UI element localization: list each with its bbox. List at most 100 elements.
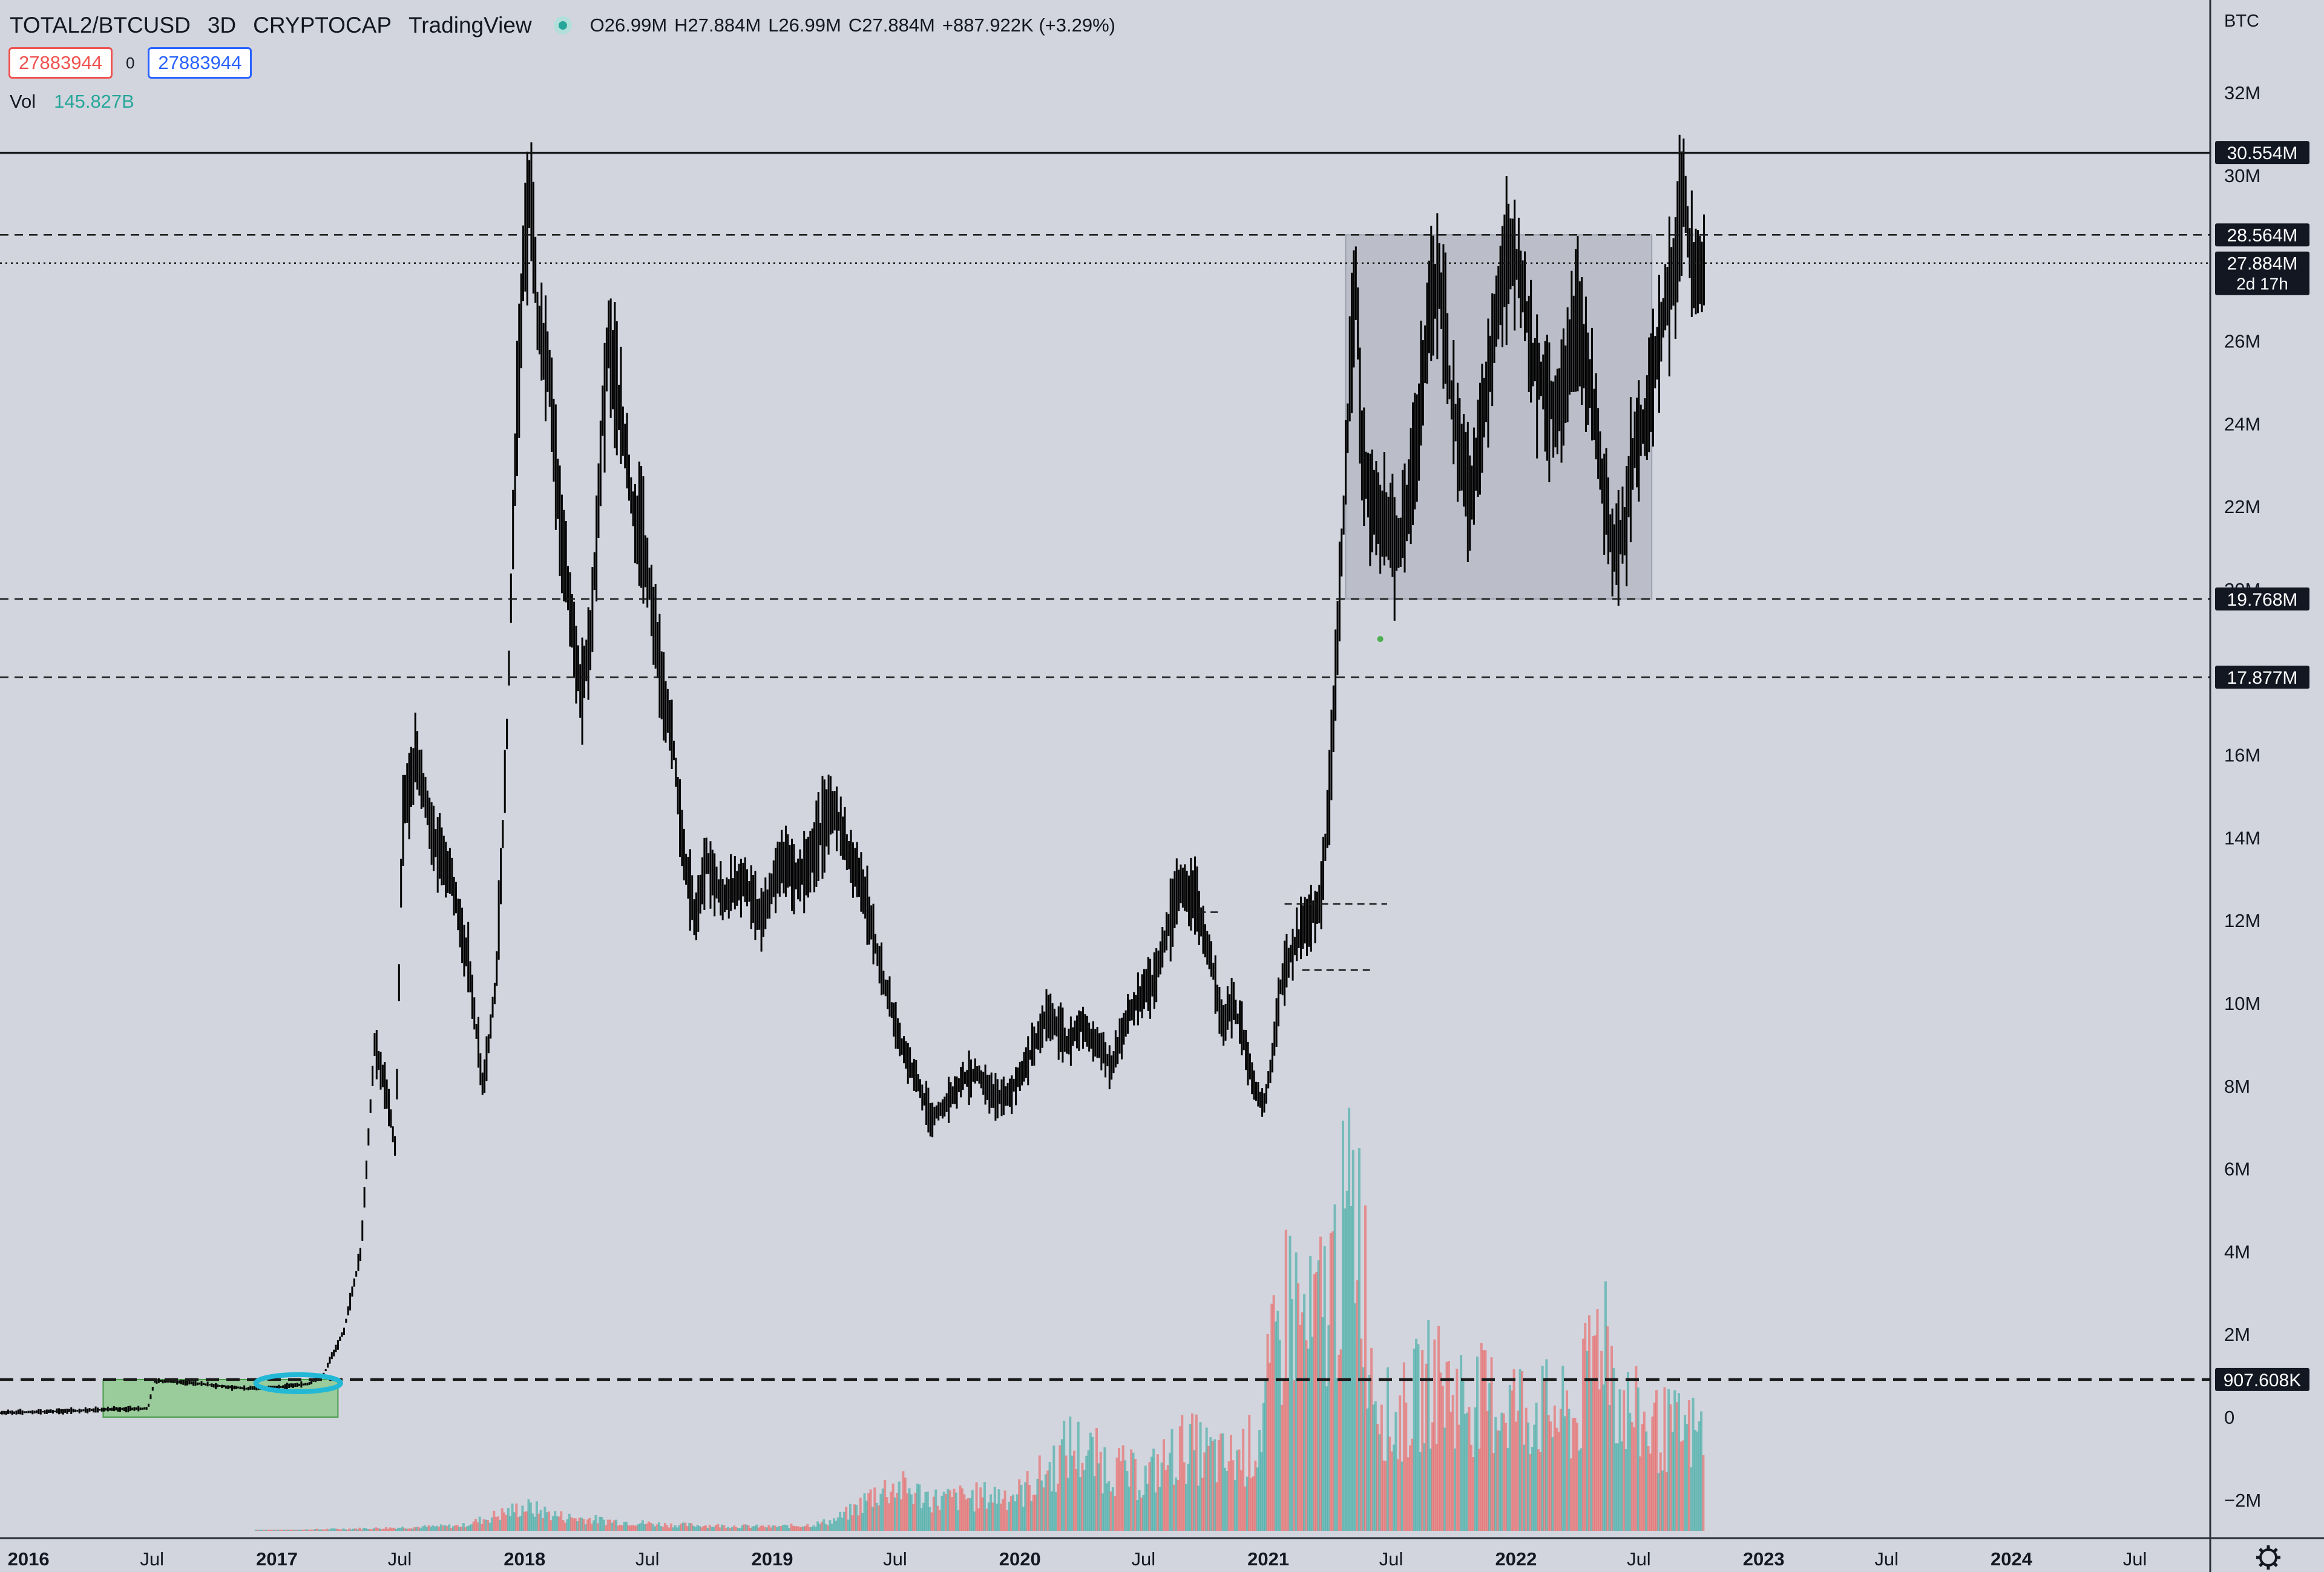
volume-bar [833,1518,836,1531]
volume-bar [708,1525,711,1531]
volume-bar [1553,1405,1556,1531]
volume-bar [1075,1469,1078,1531]
volume-bar [1042,1487,1045,1531]
volume-bar [332,1528,335,1531]
volume-bar [930,1512,933,1531]
volume-bar [796,1526,799,1531]
time-axis-tick: Jul [140,1548,164,1570]
volume-bar [990,1494,993,1531]
volume-bar [1409,1445,1412,1531]
volume-bar [747,1525,750,1531]
volume-bar [1413,1348,1416,1531]
volume-bar [1146,1484,1149,1531]
settings-gear-icon[interactable] [2256,1545,2280,1570]
volume-bar [1370,1348,1373,1531]
volume-bar [1183,1462,1186,1531]
volume-bar [655,1524,658,1531]
volume-bar [965,1499,968,1531]
volume-bar [271,1530,274,1531]
volume-bar [647,1521,650,1531]
volume-bar [1563,1416,1566,1531]
volume-bar [806,1524,809,1531]
volume-bar [1618,1389,1621,1531]
volume-bar [1454,1448,1457,1531]
volume-bar [1205,1427,1208,1531]
volume-bar [1518,1369,1521,1531]
volume-bar [605,1525,608,1531]
volume-bar [1382,1460,1385,1531]
volume-bar [822,1519,826,1531]
sell-button[interactable]: 27883944 [8,47,113,79]
volume-bar [1476,1357,1479,1531]
volume-bar [450,1528,453,1531]
volume-bar [953,1488,956,1531]
time-axis-tick: Jul [388,1548,412,1570]
volume-bar [1588,1315,1591,1531]
volume-bar [1480,1343,1483,1531]
volume-bar [818,1524,821,1531]
volume-bar [1460,1355,1463,1531]
price-axis-unit: BTC [2224,11,2259,31]
volume-bar [841,1518,844,1531]
volume-bar [1065,1455,1068,1531]
volume-bar [1066,1478,1069,1531]
volume-bar [1445,1361,1448,1531]
volume-bar [900,1499,903,1531]
level-price-label: 28.564M [2227,226,2298,246]
symbol-label[interactable]: TOTAL2/BTCUSD [10,13,191,38]
volume-bar [641,1520,644,1531]
volume-bar [739,1528,742,1531]
volume-bar [932,1496,935,1531]
volume-bar [1050,1491,1053,1531]
volume-bar [364,1528,367,1531]
volume-bar [363,1528,366,1531]
volume-bar [405,1528,408,1531]
volume-bar [466,1526,469,1531]
level-price-tag [2215,1367,2309,1391]
volume-bar [951,1496,954,1531]
volume-bar [755,1524,758,1531]
volume-value: 145.827B [54,91,134,112]
volume-bar [842,1511,845,1531]
volume-bar [1097,1463,1100,1531]
volume-bar [1512,1369,1515,1531]
volume-bar [1016,1494,1019,1531]
volume-bar [836,1517,839,1531]
volume-bar [1617,1443,1620,1531]
volume-bar [621,1525,624,1531]
price-axis-tick: 32M [2224,82,2260,103]
volume-bar [1492,1453,1495,1531]
volume-bar [890,1492,893,1531]
buy-button[interactable]: 27883944 [148,47,252,79]
volume-bar [1692,1398,1695,1531]
market-status-icon[interactable] [553,16,572,34]
volume-bar [594,1515,597,1531]
volume-bar [1032,1495,1035,1531]
volume-bar [1232,1460,1235,1531]
volume-bar [1299,1325,1302,1531]
volume-bar [1447,1361,1450,1531]
volume-bar [1457,1424,1460,1531]
volume-bar [493,1510,496,1531]
volume-bar [773,1525,776,1531]
volume-bar [419,1528,422,1531]
volume-bar [1040,1480,1043,1531]
timeframe-label[interactable]: 3D [207,13,237,38]
volume-bar [711,1527,714,1531]
volume-bar [330,1528,333,1531]
volume-bar [981,1497,984,1531]
volume-bar [759,1525,762,1531]
volume-bar [560,1511,563,1531]
volume-bar [936,1505,939,1531]
volume-bar [1429,1448,1432,1531]
volume-bar [1466,1412,1469,1531]
volume-bar [586,1519,589,1531]
volume-bar [938,1510,941,1531]
volume-bar [1044,1474,1047,1531]
volume-bar [550,1520,553,1531]
volume-bar [696,1525,699,1531]
volume-bar [1256,1467,1259,1531]
volume-bar [1350,1206,1353,1531]
volume-bar [960,1488,963,1531]
